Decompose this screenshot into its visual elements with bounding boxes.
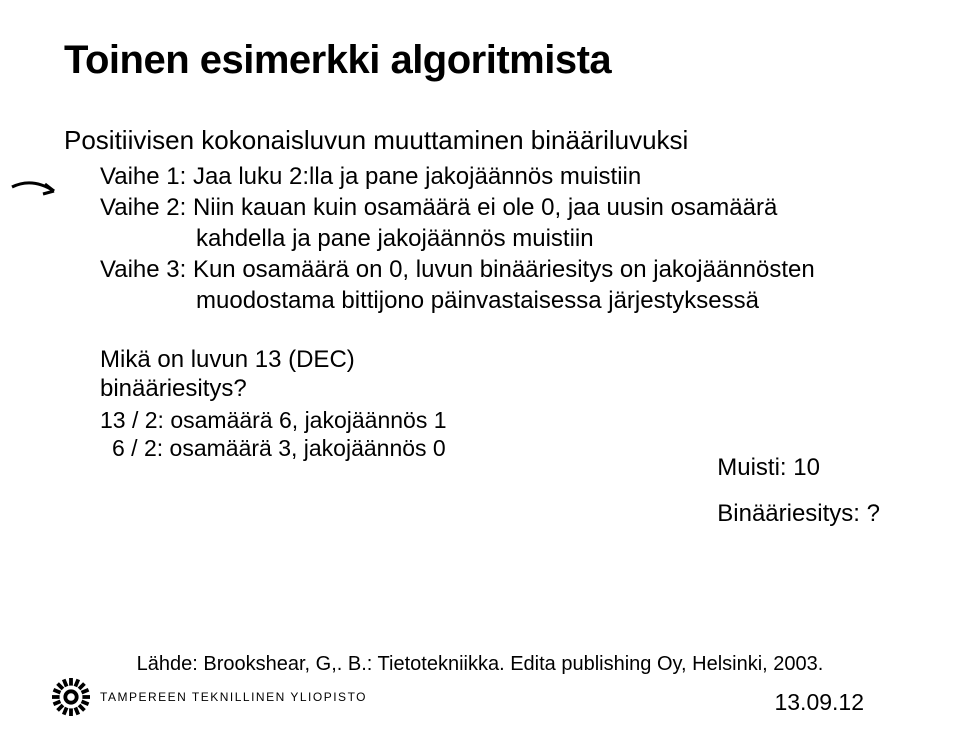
algorithm-steps: Vaihe 1: Jaa luku 2:lla ja pane jakojään… bbox=[100, 162, 896, 316]
arrow-icon bbox=[10, 175, 70, 215]
slide: Toinen esimerkki algoritmista Positiivis… bbox=[0, 0, 960, 746]
source-citation: Lähde: Brookshear, G,. B.: Tietotekniikk… bbox=[0, 653, 960, 676]
slide-title: Toinen esimerkki algoritmista bbox=[64, 38, 896, 83]
question-line-1: Mikä on luvun 13 (DEC) bbox=[100, 346, 896, 375]
university-logo: TAMPEREEN TEKNILLINEN YLIOPISTO bbox=[52, 678, 367, 716]
right-block: Muisti: 10 Binääriesitys: ? bbox=[717, 445, 880, 536]
step-1: Vaihe 1: Jaa luku 2:lla ja pane jakojään… bbox=[100, 162, 896, 192]
logo-text: TAMPEREEN TEKNILLINEN YLIOPISTO bbox=[100, 690, 367, 704]
gear-icon bbox=[52, 678, 90, 716]
step-3: Vaihe 3: Kun osamäärä on 0, luvun binäär… bbox=[100, 255, 896, 285]
step-2: Vaihe 2: Niin kauan kuin osamäärä ei ole… bbox=[100, 193, 896, 223]
binary-value: Binääriesitys: ? bbox=[717, 491, 880, 537]
step-2-cont: kahdella ja pane jakojäännös muistiin bbox=[196, 224, 896, 254]
slide-subtitle: Positiivisen kokonaisluvun muuttaminen b… bbox=[64, 125, 896, 156]
question-block: Mikä on luvun 13 (DEC) binääriesitys? bbox=[100, 346, 896, 404]
memory-value: Muisti: 10 bbox=[717, 445, 880, 491]
step-3-cont: muodostama bittijono päinvastaisessa jär… bbox=[196, 286, 896, 316]
slide-date: 13.09.12 bbox=[774, 689, 864, 716]
question-line-2: binääriesitys? bbox=[100, 375, 896, 404]
calc-line-1: 13 / 2: osamäärä 6, jakojäännös 1 bbox=[100, 406, 896, 435]
